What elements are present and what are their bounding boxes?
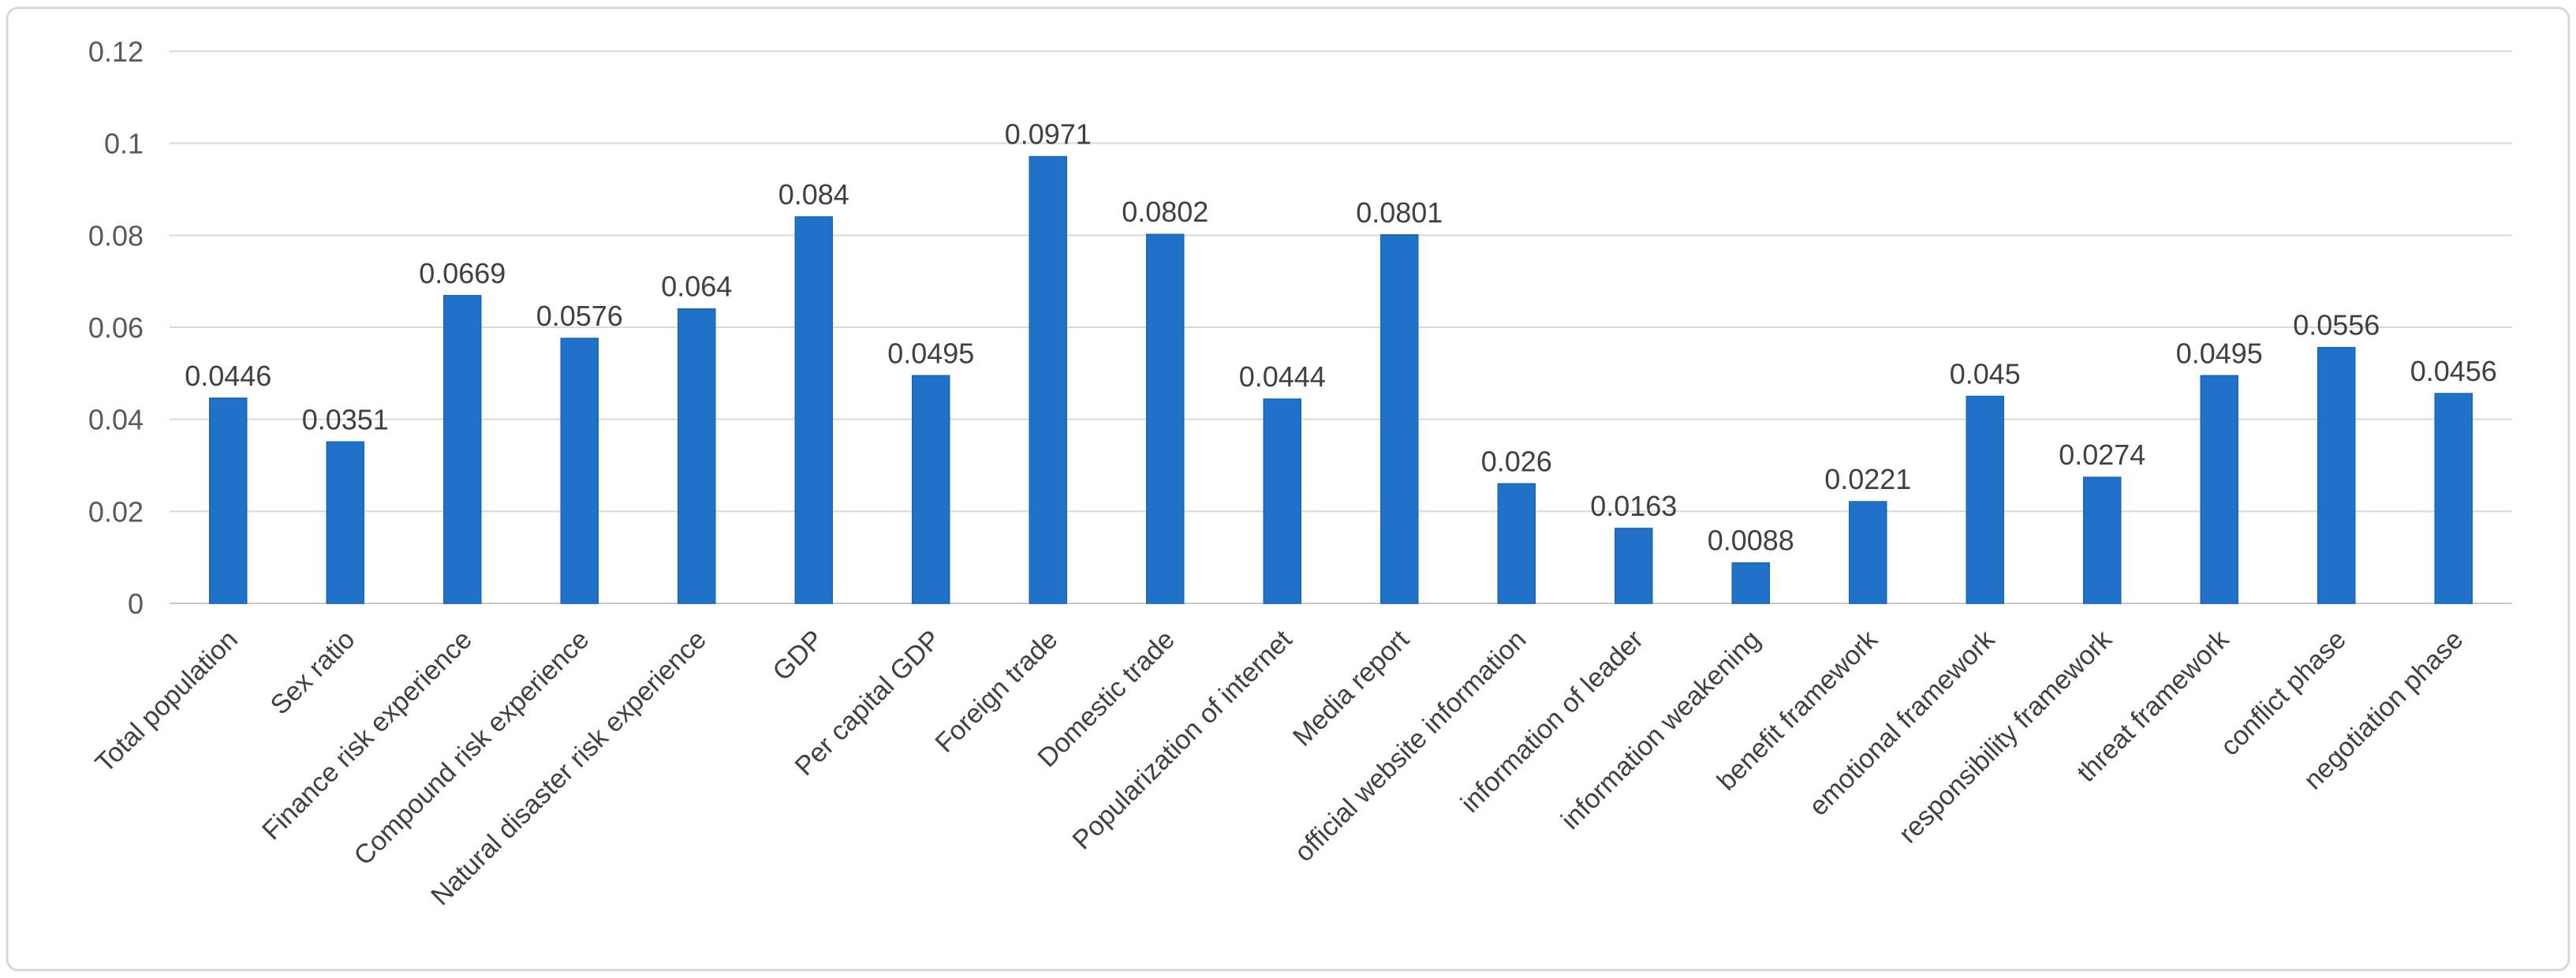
bar [794,216,833,604]
data-label: 0.0556 [2293,309,2380,342]
bar [209,398,248,604]
data-label: 0.0495 [2176,337,2263,369]
data-label: 0.0576 [536,300,623,332]
bar [1029,155,1067,604]
data-label: 0.026 [1481,445,1552,477]
data-label: 0.045 [1950,358,2021,390]
y-tick-label: 0.12 [88,35,144,68]
y-tick-label: 0.1 [104,128,144,160]
data-label: 0.0456 [2410,355,2497,387]
data-label: 0.0274 [2059,439,2145,471]
bar [560,338,599,604]
bar [1615,528,1653,604]
data-label: 0.0088 [1708,524,1794,557]
data-label: 0.0802 [1122,196,1208,228]
bar [1263,398,1301,604]
bar [1380,234,1419,604]
bar [2434,393,2473,604]
y-tick-label: 0.06 [88,312,144,344]
bar [2317,346,2356,604]
bar [912,375,950,604]
data-label: 0.0669 [419,257,506,289]
data-label: 0.064 [661,271,732,303]
bar [1966,395,2004,604]
data-label: 0.0495 [887,337,974,369]
bar [1731,562,1770,604]
bar [678,308,716,604]
data-label: 0.0163 [1590,490,1677,522]
y-tick-label: 0.04 [88,404,144,436]
data-label: 0.0351 [302,403,389,435]
bar [2083,476,2122,604]
data-label: 0.0221 [1824,463,1911,495]
bar [326,441,364,604]
bar [1849,501,1887,604]
data-label: 0.0444 [1239,360,1326,393]
y-tick-label: 0.02 [88,495,144,528]
bar [1497,483,1536,604]
y-tick-label: 0 [128,588,144,620]
data-label: 0.0801 [1356,196,1443,229]
data-label: 0.0971 [1005,118,1092,151]
y-tick-label: 0.08 [88,219,144,252]
bar [2200,375,2238,604]
bar [1146,233,1185,604]
bar [443,295,482,604]
data-label: 0.0446 [185,360,271,392]
data-label: 0.084 [778,178,849,211]
